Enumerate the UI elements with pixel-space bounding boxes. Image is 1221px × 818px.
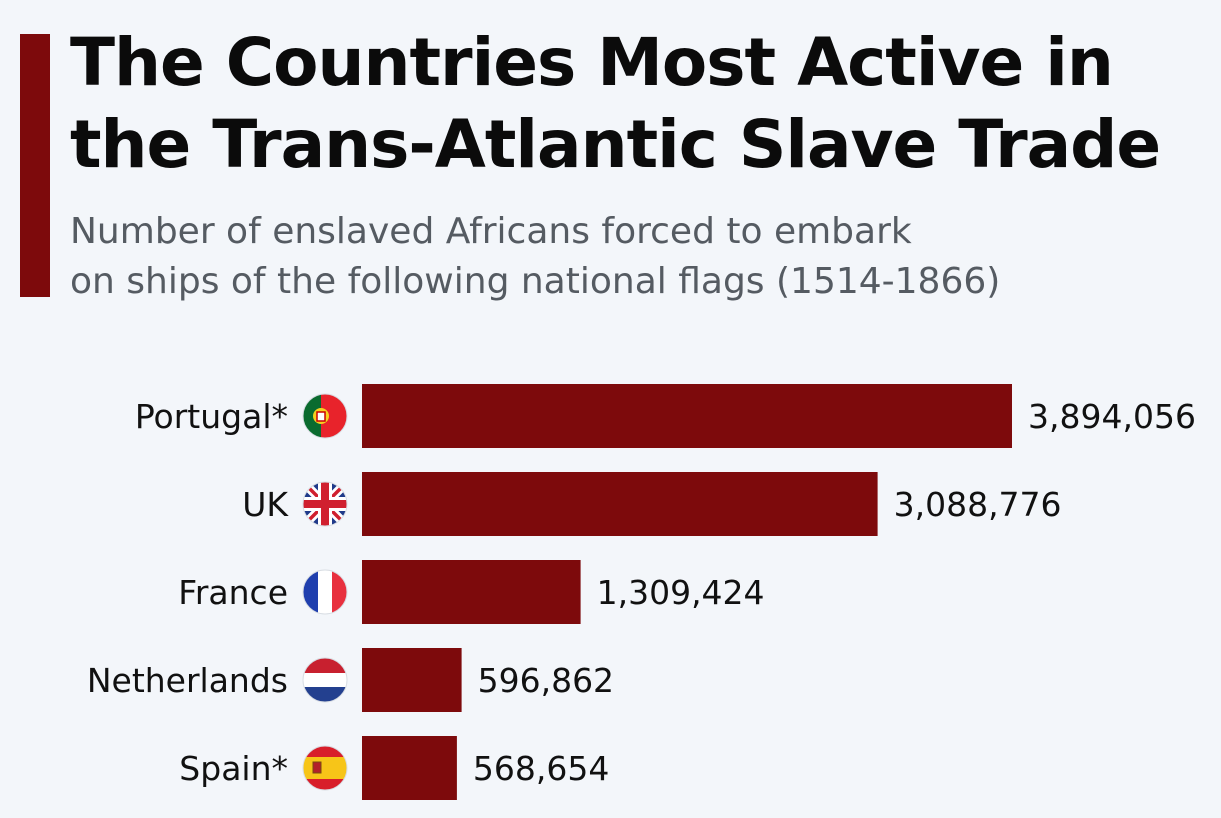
chart-subtitle: Number of enslaved Africans forced to em… <box>70 207 1070 307</box>
bar <box>362 736 457 800</box>
value-label: 568,654 <box>473 749 609 788</box>
bar <box>362 648 462 712</box>
subtitle-line-1: Number of enslaved Africans forced to em… <box>70 211 912 252</box>
category-label: Portugal* <box>135 397 288 436</box>
value-label: 596,862 <box>478 661 614 700</box>
spain-flag-icon <box>302 745 348 791</box>
category-label: Netherlands <box>87 661 288 700</box>
category-label: Spain* <box>179 749 288 788</box>
netherlands-flag-icon <box>302 657 348 703</box>
value-label: 3,088,776 <box>894 485 1062 524</box>
chart-title: The Countries Most Active in the Trans-A… <box>70 22 1210 186</box>
title-line-1: The Countries Most Active in <box>70 24 1114 101</box>
title-line-2: the Trans-Atlantic Slave Trade <box>70 106 1161 183</box>
accent-bar <box>20 34 50 297</box>
uk-flag-icon <box>302 481 348 527</box>
bar <box>362 560 581 624</box>
value-label: 1,309,424 <box>597 573 765 612</box>
value-label: 3,894,056 <box>1028 397 1196 436</box>
bar <box>362 472 878 536</box>
subtitle-line-2: on ships of the following national flags… <box>70 261 1001 302</box>
category-label: France <box>178 573 288 612</box>
category-label: UK <box>242 485 289 524</box>
france-flag-icon <box>302 569 348 615</box>
portugal-flag-icon <box>302 393 348 439</box>
bar <box>362 384 1012 448</box>
